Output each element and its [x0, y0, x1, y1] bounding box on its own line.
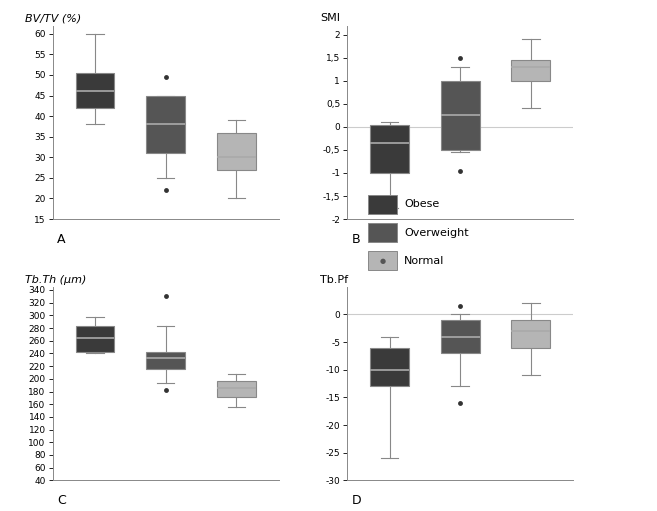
Text: A: A: [57, 233, 66, 246]
Bar: [441, 320, 480, 353]
Bar: [147, 352, 185, 369]
Bar: [370, 125, 409, 173]
Bar: [512, 320, 551, 347]
Bar: [512, 60, 551, 81]
Text: Tb.Pf: Tb.Pf: [320, 274, 348, 285]
Bar: [217, 133, 256, 170]
Text: BV/TV (%): BV/TV (%): [26, 13, 81, 24]
Text: SMI: SMI: [320, 13, 340, 24]
Text: C: C: [57, 494, 66, 507]
Bar: [76, 73, 114, 108]
Text: B: B: [351, 233, 360, 246]
Bar: [370, 347, 409, 386]
Text: Obese: Obese: [404, 199, 440, 210]
Bar: [217, 381, 256, 397]
Text: Normal: Normal: [404, 256, 444, 266]
Bar: [441, 81, 480, 150]
Bar: [147, 96, 185, 153]
Bar: [76, 326, 114, 352]
Text: Tb.Th (μm): Tb.Th (μm): [26, 274, 87, 285]
Text: Overweight: Overweight: [404, 227, 468, 238]
Text: ●: ●: [380, 258, 386, 264]
Text: D: D: [351, 494, 361, 507]
